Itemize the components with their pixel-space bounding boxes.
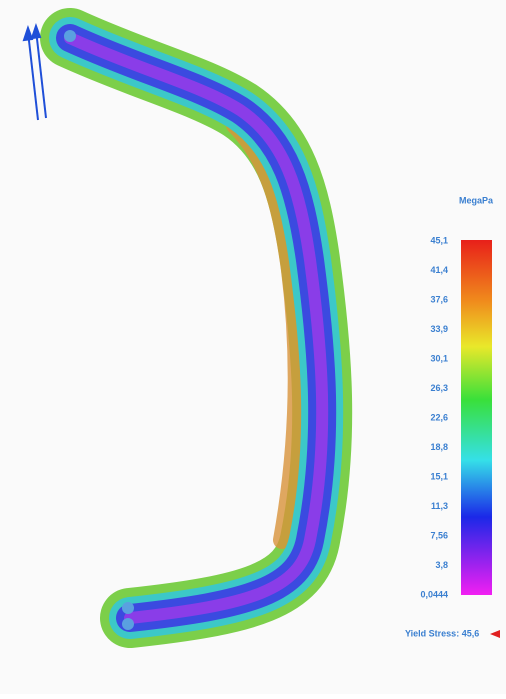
- stress-plot: MegaPa 45,1 41,4 37,6 33,9 30,1 26,3 22,6 18,8 1…: [0, 0, 506, 694]
- legend-label: 37,6: [430, 294, 448, 304]
- legend-label: 26,3: [430, 383, 448, 393]
- legend-label: 41,4: [430, 265, 448, 275]
- legend-label: 22,6: [430, 412, 448, 422]
- legend-label: 45,1: [430, 235, 448, 245]
- legend-label: 11,3: [431, 501, 448, 511]
- legend-label: 7,56: [430, 530, 448, 540]
- legend-label: 30,1: [430, 353, 448, 363]
- yield-stress: Yield Stress: 45,6: [405, 628, 479, 638]
- page: MegaPa 45,1 41,4 37,6 33,9 30,1 26,3 22,6 18,8 1…: [0, 0, 506, 694]
- legend-label: 33,9: [430, 324, 448, 334]
- color-scale: [461, 240, 492, 595]
- legend-label: 0,0444: [420, 589, 448, 599]
- legend-unit: MegaPa: [459, 195, 494, 205]
- legend-label: 3,8: [435, 560, 448, 570]
- legend-label: 18,8: [430, 442, 448, 452]
- legend-label: 15,1: [430, 471, 448, 481]
